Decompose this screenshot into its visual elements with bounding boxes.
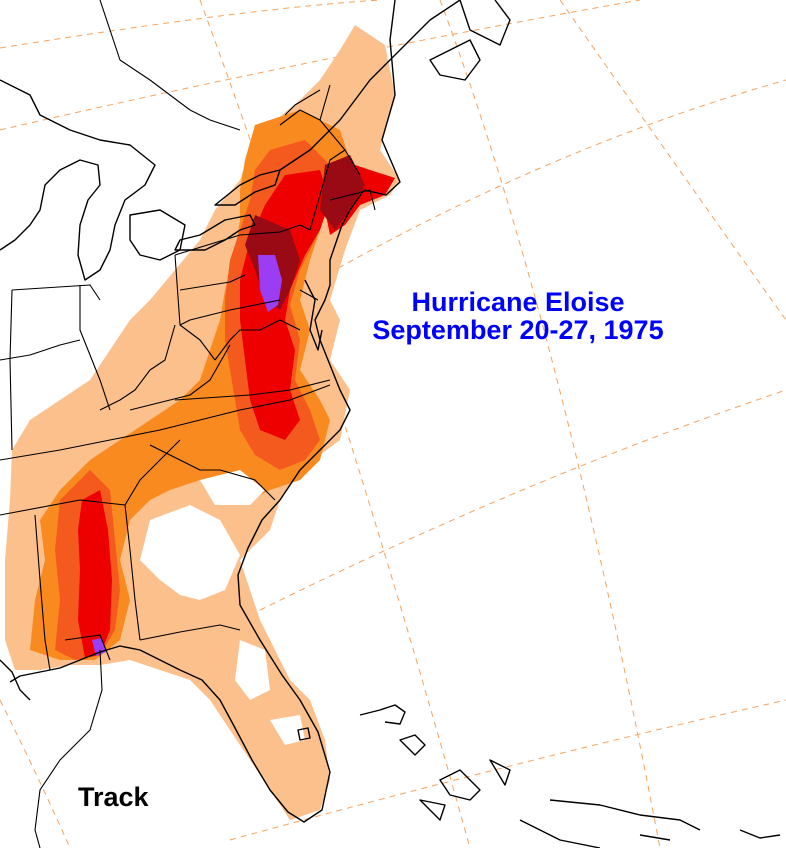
rain-area-very-heavy-ne <box>320 155 365 230</box>
title-line-1: Hurricane Eloise <box>411 287 625 317</box>
track-label: Track <box>78 782 149 812</box>
rainfall-shading <box>5 25 400 820</box>
rain-area-extreme <box>258 255 282 312</box>
state-borders <box>0 0 376 671</box>
map-title: Hurricane Eloise September 20-27, 1975 <box>338 288 698 344</box>
storm-track <box>34 649 103 848</box>
title-line-2: September 20-27, 1975 <box>372 315 664 345</box>
rain-area-heavy-south <box>78 490 112 658</box>
